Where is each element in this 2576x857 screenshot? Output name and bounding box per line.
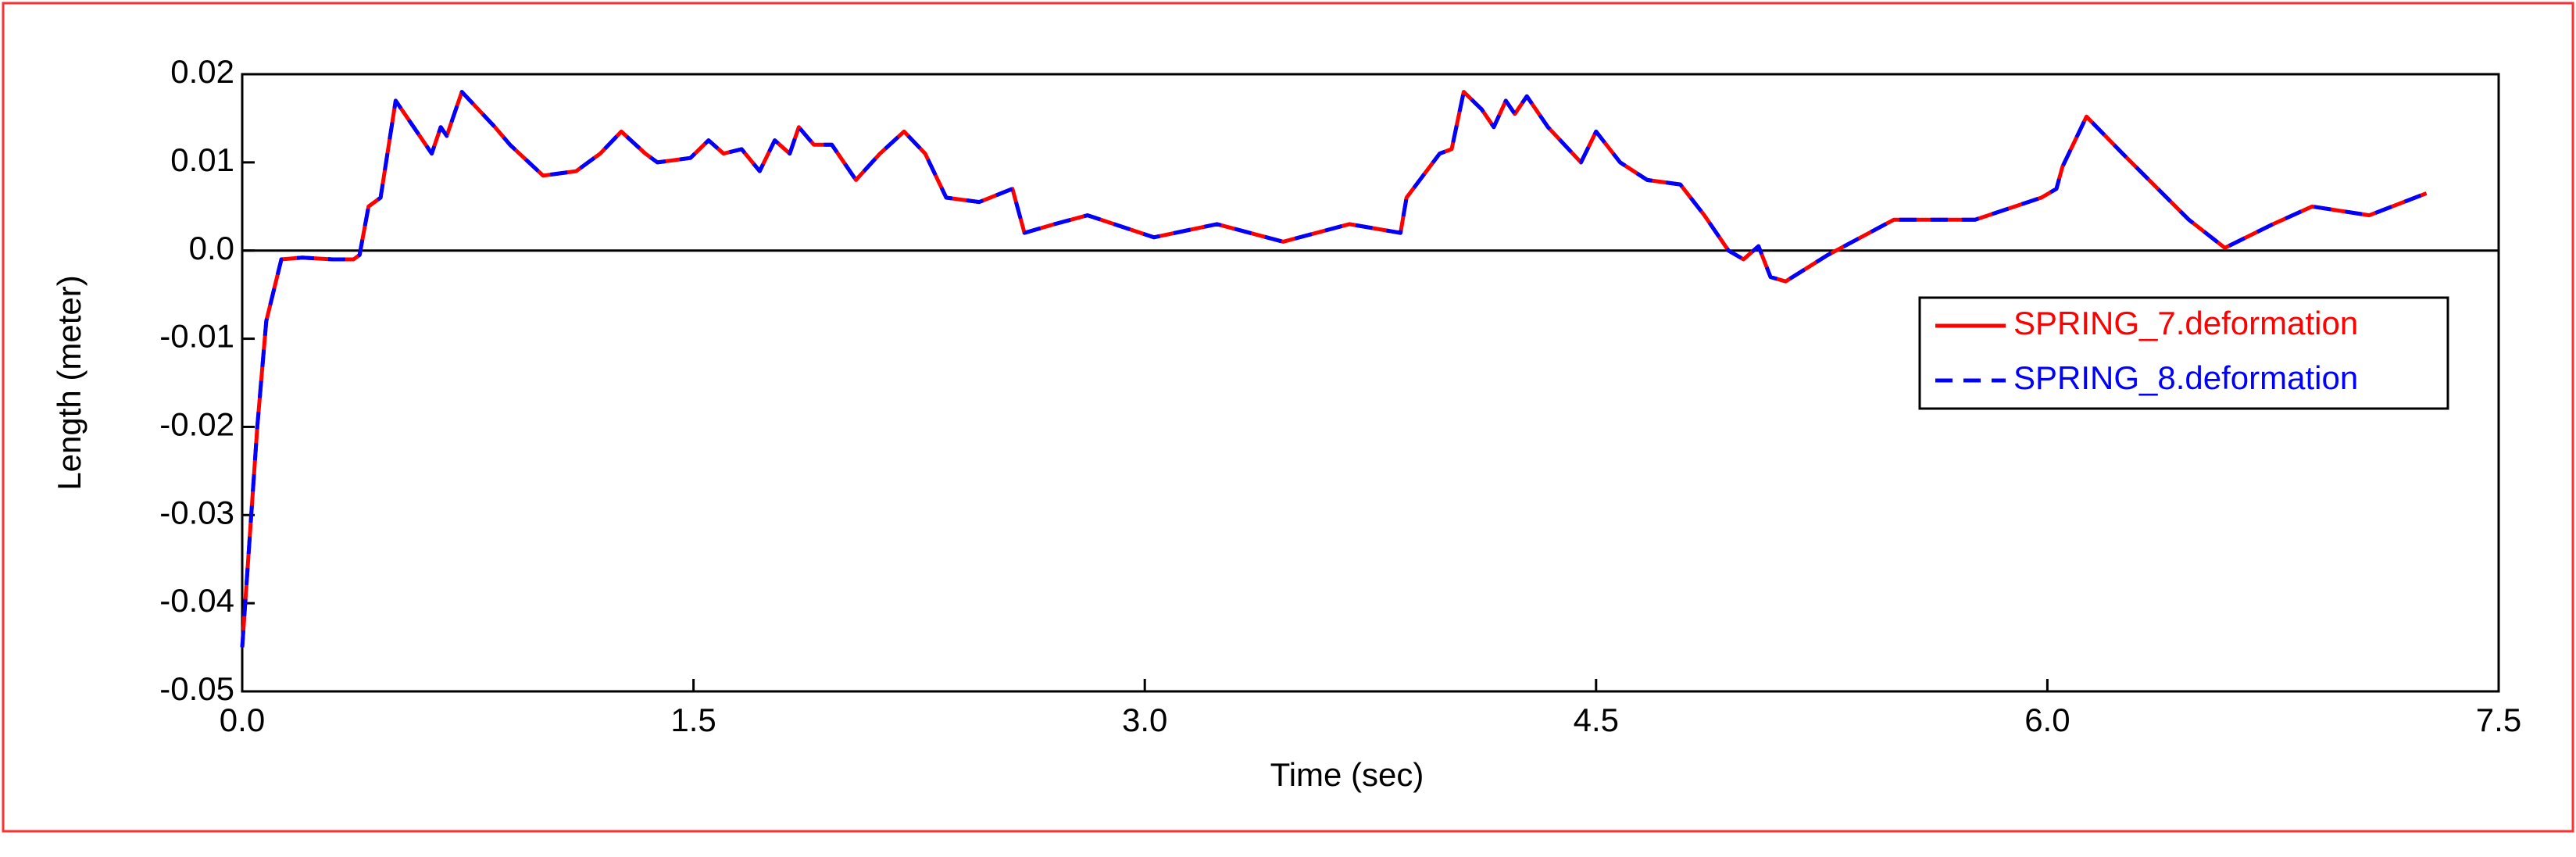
- y-tick-label: -0.03: [159, 494, 234, 530]
- series-line: [240, 90, 2428, 648]
- x-tick-label: 1.5: [670, 702, 716, 738]
- x-tick-label: 6.0: [2024, 702, 2070, 738]
- legend-label: SPRING_8.deformation: [2013, 359, 2358, 396]
- y-tick-label: -0.01: [159, 318, 234, 355]
- x-tick-label: 4.5: [1574, 702, 1619, 738]
- x-axis-label: Time (sec): [1270, 756, 1424, 793]
- y-axis-label: Length (meter): [51, 275, 88, 490]
- legend-label: SPRING_7.deformation: [2013, 305, 2358, 341]
- x-tick-label: 7.5: [2476, 702, 2521, 738]
- frame: [2, 2, 2574, 833]
- y-tick-label: -0.02: [159, 406, 234, 443]
- y-tick-label: 0.01: [170, 141, 234, 178]
- y-tick-label: 0.0: [189, 230, 234, 266]
- y-tick-label: -0.04: [159, 582, 234, 619]
- y-tick-label: 0.02: [170, 53, 234, 90]
- x-tick-label: 3.0: [1122, 702, 1167, 738]
- y-tick-label: -0.05: [159, 670, 234, 707]
- x-tick-label: 0.0: [220, 702, 265, 738]
- legend-box: [1918, 296, 2449, 410]
